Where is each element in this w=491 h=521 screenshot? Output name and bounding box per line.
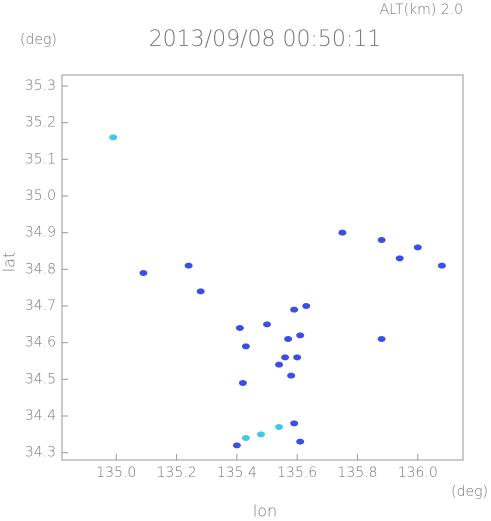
echo bbox=[284, 336, 293, 342]
y-tick-label: 34.3 bbox=[25, 445, 56, 461]
y-tick-label: 34.5 bbox=[25, 371, 56, 387]
y-axis-label: lat bbox=[0, 252, 19, 273]
x-tick-label: 135.0 bbox=[96, 465, 136, 481]
echo bbox=[377, 237, 386, 243]
y-tick-label: 34.6 bbox=[25, 335, 56, 351]
echo bbox=[437, 262, 446, 269]
x-tick-label: 135.8 bbox=[337, 465, 377, 481]
echo bbox=[293, 354, 302, 361]
annotation: ALT(km) 2.0 bbox=[380, 2, 463, 18]
y-tick-label: 34.7 bbox=[25, 298, 56, 314]
echo bbox=[296, 332, 305, 339]
y-tick-label: 35.0 bbox=[25, 188, 56, 204]
x-tick-label: 135.6 bbox=[277, 465, 317, 481]
echo bbox=[290, 306, 299, 313]
x-tick-label: 136.0 bbox=[398, 465, 438, 481]
chart-title: 2013/09/08 00:50:11 bbox=[149, 27, 382, 52]
y-tick-label: 34.8 bbox=[25, 261, 56, 277]
echo bbox=[275, 424, 284, 430]
echo bbox=[238, 380, 247, 386]
y-unit: (deg) bbox=[20, 32, 57, 48]
echo bbox=[281, 354, 290, 361]
y-tick-label: 34.9 bbox=[25, 225, 56, 241]
echo bbox=[275, 361, 284, 368]
echo bbox=[235, 325, 244, 331]
x-tick-label: 135.4 bbox=[217, 465, 257, 481]
echo bbox=[377, 336, 386, 342]
echo bbox=[256, 431, 265, 438]
echo bbox=[296, 438, 305, 445]
echo bbox=[263, 321, 272, 328]
y-tick-label: 35.1 bbox=[25, 151, 56, 167]
x-unit: (deg) bbox=[451, 484, 488, 500]
echo bbox=[395, 255, 404, 262]
echo bbox=[241, 343, 250, 350]
x-axis-label: lon bbox=[253, 502, 277, 521]
echo bbox=[287, 372, 296, 379]
echo bbox=[302, 303, 311, 309]
echo bbox=[184, 262, 193, 269]
echo bbox=[413, 244, 422, 251]
plot-frame bbox=[61, 74, 464, 461]
echo bbox=[338, 229, 347, 236]
echo bbox=[196, 288, 205, 295]
echo bbox=[290, 420, 299, 427]
echo bbox=[139, 270, 148, 276]
echo bbox=[109, 134, 118, 141]
x-tick-label: 135.2 bbox=[157, 465, 197, 481]
y-tick-label: 34.4 bbox=[25, 408, 56, 424]
echo bbox=[241, 435, 250, 441]
y-tick-label: 35.3 bbox=[25, 78, 56, 94]
echo bbox=[232, 442, 241, 449]
y-tick-label: 35.2 bbox=[25, 115, 56, 131]
